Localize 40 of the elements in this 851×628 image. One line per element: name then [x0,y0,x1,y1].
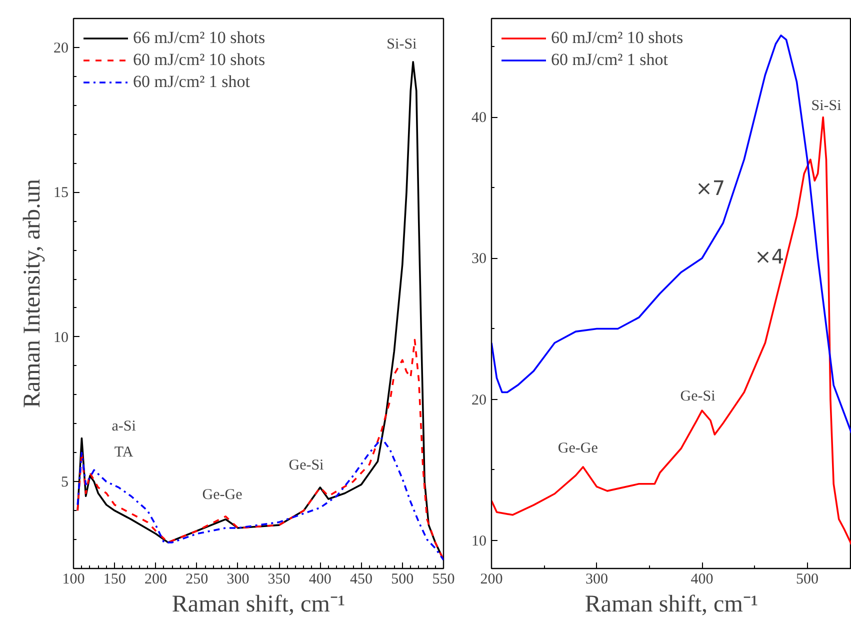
annotation: Ge-Si [288,458,324,474]
x-axis-title: Raman shift, cm⁻¹ [172,592,346,618]
x-tick-label: 400 [690,572,714,588]
legend-label: 66 mJ/cm² 10 shots [133,28,266,48]
annotation: Ge-Ge [558,440,598,457]
x-axis-title: Raman shift, cm⁻¹ [584,592,758,618]
y-tick-label: 30 [472,251,486,268]
y-tick-label: 20 [54,40,68,56]
annotation: Si-Si [386,36,417,52]
x-tick-label: 400 [308,572,332,588]
x-tick-label: 500 [391,572,414,588]
annotation: a-Si [112,418,136,435]
y-tick-label: 40 [472,110,486,126]
x-tick-label: 250 [186,572,208,588]
x-tick-label: 350 [268,572,290,588]
annotation: Ge-Ge [202,486,243,503]
y-axis-title: Raman Intensity, arb.un [20,178,46,408]
annotation: Ge-Si [680,388,716,404]
x-tick-label: 200 [480,572,503,588]
x-tick-label: 450 [350,572,373,588]
annotation: TA [114,444,134,460]
legend-label: 60 mJ/cm² 10 shots [551,28,684,48]
legend-label: 60 mJ/cm² 1 shot [133,72,250,92]
annotation: ×7 [696,176,726,200]
legend-label: 60 mJ/cm² 1 shot [551,50,668,70]
y-tick-label: 5 [61,474,68,491]
y-tick-label: 10 [54,330,68,346]
x-tick-label: 100 [62,572,85,588]
legend-label: 60 mJ/cm² 10 shots [133,50,266,70]
x-tick-label: 500 [796,572,819,588]
y-tick-label: 10 [472,533,486,550]
y-tick-label: 15 [54,185,68,202]
x-tick-label: 150 [103,572,126,588]
annotation: ×4 [754,244,784,269]
annotation: Si-Si [811,98,842,114]
x-tick-label: 200 [144,572,167,588]
x-tick-label: 550 [432,572,455,588]
x-tick-label: 300 [226,572,250,588]
y-tick-label: 20 [472,392,486,408]
x-tick-label: 300 [586,572,608,588]
